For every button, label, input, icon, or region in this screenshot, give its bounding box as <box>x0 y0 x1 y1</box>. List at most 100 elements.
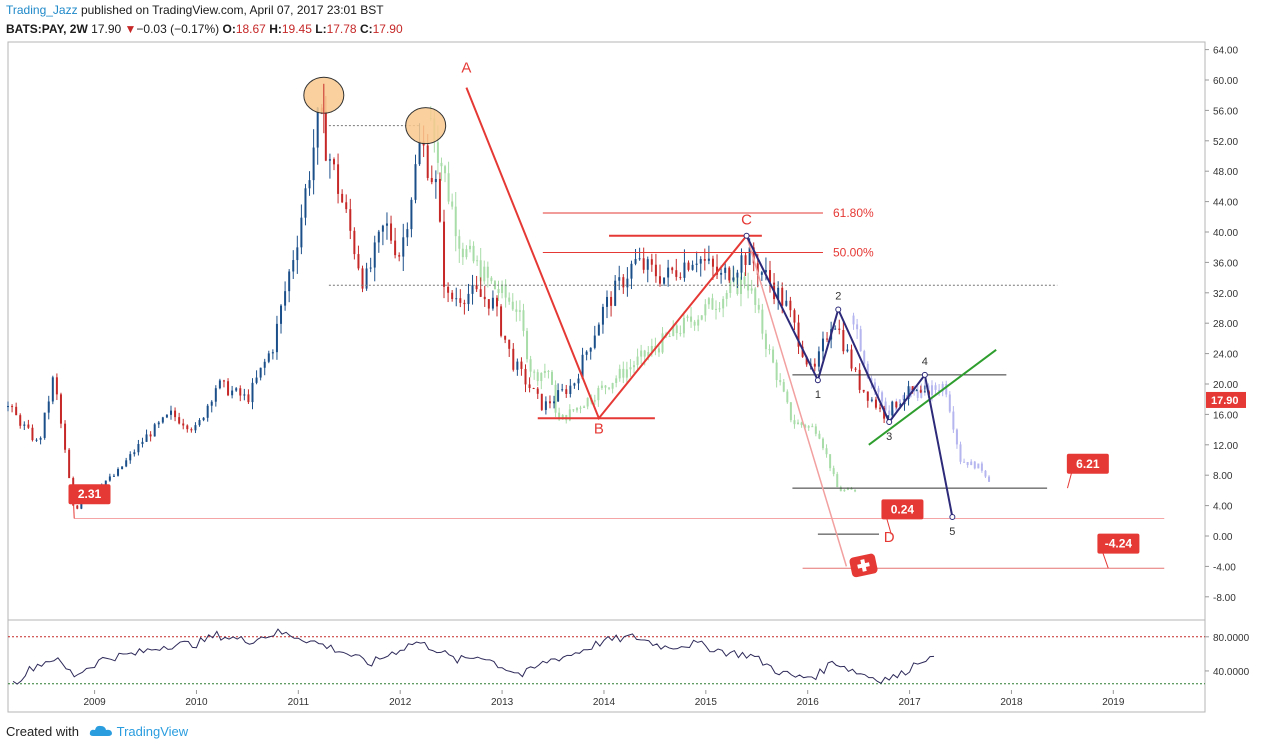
first-aid-cross-h <box>857 562 870 569</box>
candle-body <box>581 354 584 379</box>
candle-body <box>353 230 356 255</box>
ghost-green-candle-body <box>461 248 464 258</box>
ghost-green-candle-body <box>829 454 832 469</box>
candle-body <box>308 180 311 189</box>
ghost-green-candle-body <box>832 468 835 475</box>
candle-body <box>740 255 743 273</box>
candle-body <box>235 388 238 391</box>
author-link[interactable]: Trading_Jazz <box>6 3 78 17</box>
x-tick-label: 2016 <box>797 697 820 708</box>
candle-body <box>874 399 877 408</box>
candle-body <box>504 335 507 340</box>
ghost-blue-candle-body <box>973 461 976 469</box>
candle-body <box>369 267 372 269</box>
ghost-green-candle-body <box>583 406 586 409</box>
ghost-green-candle-body <box>493 281 496 290</box>
candle-body <box>756 263 759 275</box>
candle-body <box>679 276 682 278</box>
candle-body <box>642 258 645 270</box>
candle-body <box>47 401 50 413</box>
candle-body <box>406 229 409 238</box>
candle-body <box>553 401 556 404</box>
candle-body <box>385 223 388 226</box>
wave-label-3: 3 <box>886 431 892 443</box>
candle-body <box>231 390 234 396</box>
candle-body <box>80 503 83 509</box>
y-tick-label: 64.00 <box>1213 46 1238 57</box>
ghost-green-candle-body <box>608 387 611 389</box>
candle-body <box>732 277 735 281</box>
ghost-blue-candle-body <box>916 391 919 398</box>
candle-body <box>390 223 393 241</box>
candle-body <box>169 410 172 415</box>
wave-label-5: 5 <box>949 526 955 538</box>
ghost-green-candle-body <box>622 368 625 378</box>
symbol-label: BATS:PAY, 2W <box>6 22 88 36</box>
candle-body <box>707 258 710 261</box>
candle-body <box>606 296 609 307</box>
candle-body <box>471 285 474 294</box>
candle-body <box>622 277 625 288</box>
candle-body <box>247 394 250 403</box>
y-tick-label: 44.00 <box>1213 198 1238 209</box>
ghost-green-candle-body <box>436 142 439 163</box>
ghost-green-candle-body <box>747 284 750 291</box>
ghost-blue-candle-body <box>856 324 859 330</box>
candle-body <box>19 415 22 426</box>
ghost-green-candle-body <box>800 422 803 426</box>
x-tick-label: 2014 <box>593 697 616 708</box>
candle-body <box>178 417 181 424</box>
candle-body <box>658 276 661 284</box>
candle-body <box>59 394 62 424</box>
open-label: O: <box>222 22 236 36</box>
candle-body <box>764 270 767 273</box>
candle-body <box>455 298 458 300</box>
cd-leg-line <box>745 235 848 567</box>
candle-body <box>618 277 621 281</box>
candle-body <box>414 164 417 200</box>
candle-body <box>601 306 604 325</box>
ghost-green-candle-body <box>693 321 696 326</box>
candle-body <box>373 242 376 268</box>
candle-body <box>263 361 266 368</box>
target-badge <box>68 484 111 505</box>
x-tick-label: 2015 <box>695 697 718 708</box>
candle-body <box>15 406 18 416</box>
candle-body <box>491 297 494 309</box>
low-label: L: <box>315 22 327 36</box>
ghost-green-candle-body <box>690 316 693 322</box>
ghost-green-candle-body <box>629 367 632 370</box>
candle-body <box>324 111 327 161</box>
candle-body <box>68 449 71 479</box>
candle-body <box>161 417 164 423</box>
candle-body <box>744 255 747 265</box>
candle-body <box>911 386 914 391</box>
candle-body <box>483 296 486 300</box>
ghost-green-candle-body <box>850 488 853 490</box>
candle-body <box>785 300 788 306</box>
ghost-blue-candle-body <box>977 463 980 469</box>
ghost-green-candle-body <box>814 426 817 434</box>
ghost-projections <box>429 106 991 493</box>
ghost-green-candle-body <box>447 173 450 202</box>
candle-body <box>634 258 637 264</box>
ghost-green-candle-body <box>757 304 760 310</box>
candle-body <box>288 271 291 292</box>
tradingview-brand[interactable]: TradingView <box>116 724 189 739</box>
candle-body <box>190 429 193 431</box>
drawing-labels: 61.80% 50.00% A B C D 1 2 3 4 5 2.31 0.24 6.21 -4.24 <box>78 59 1132 578</box>
ghost-green-candle-body <box>511 301 514 310</box>
candle-body <box>202 417 205 421</box>
ghost-green-candle-body <box>804 425 807 428</box>
candle-body <box>777 287 780 300</box>
x-tick-label: 2013 <box>491 697 514 708</box>
ghost-green-candle-body <box>586 397 589 407</box>
ghost-green-candle-body <box>750 288 753 291</box>
ghost-blue-candle-body <box>980 463 983 471</box>
ghost-green-candle-body <box>811 426 814 428</box>
ghost-green-candle-body <box>472 245 475 262</box>
candle-body <box>239 388 242 396</box>
candle-body <box>565 389 568 394</box>
target-value: 6.21 <box>1076 457 1100 471</box>
